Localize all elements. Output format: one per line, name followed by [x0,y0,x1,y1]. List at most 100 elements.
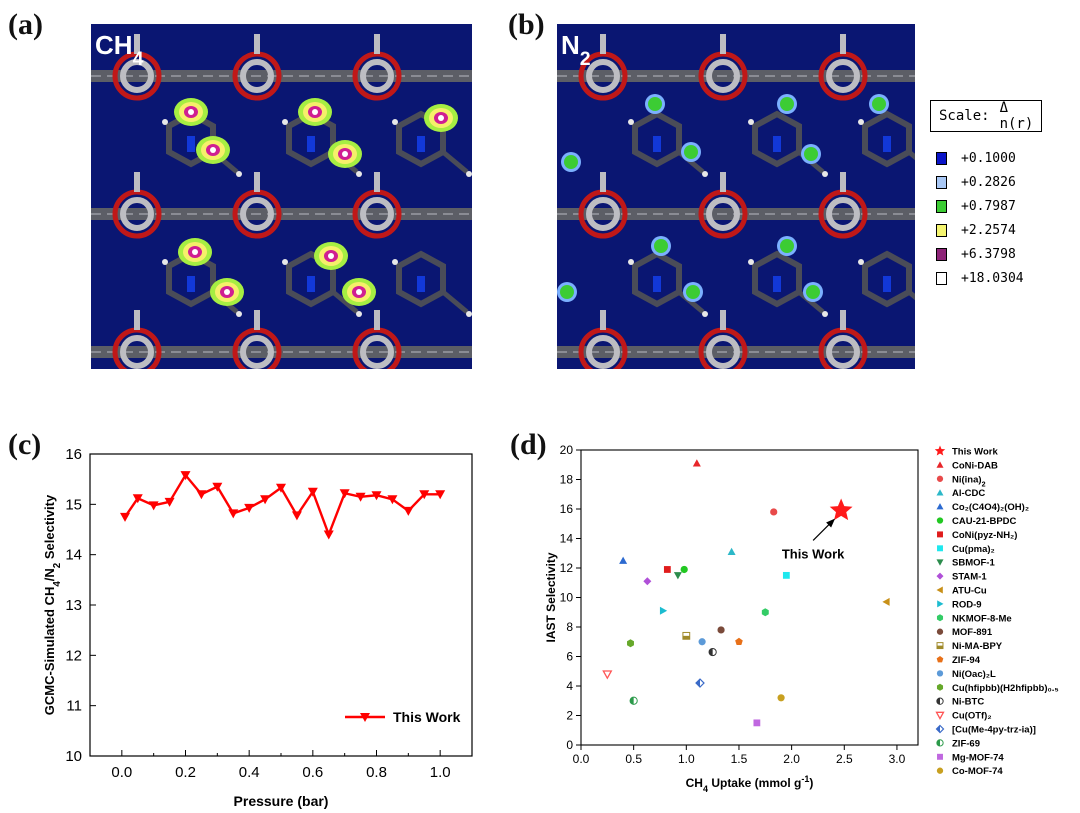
nitrogen-atom [883,136,891,152]
hydrogen-atom [702,171,708,177]
legend-label: MOF-891 [952,627,993,638]
nitrogen-atom [187,136,195,152]
data-point [673,572,682,580]
data-point [937,545,943,552]
data-point [627,639,634,648]
data-point [682,631,691,640]
vertical-linker [134,34,140,54]
data-point [260,495,271,505]
legend-label: Cu(OTf)₂ [952,711,992,722]
hydrogen-atom [236,171,242,177]
vertical-linker [840,34,846,54]
data-point [132,494,143,504]
data-point [276,483,286,493]
data-point [360,713,370,722]
data-point [727,547,736,555]
metal-node [360,197,394,231]
x-tick-label: 0.0 [111,764,132,781]
density-blob-peak [356,289,362,295]
data-point [936,628,944,635]
hydrogen-atom [858,259,864,265]
species-label: CH4 [95,30,144,70]
y-tick-label: 15 [65,496,82,513]
metal-node [120,197,154,231]
x-tick-label: 0.6 [302,764,323,781]
data-point [619,556,628,564]
hydrogen-atom [466,171,472,177]
scale-value: +0.1000 [961,150,1016,166]
vertical-linker [254,172,260,192]
density-blob-core [648,97,662,111]
marker-fill [709,648,713,656]
scale-swatch [936,223,947,237]
nitrogen-atom [307,276,315,292]
marker-fill [936,698,940,705]
metal-node [826,59,860,93]
data-point [753,719,761,727]
y-tick-label: 6 [566,650,573,664]
data-point [307,487,318,497]
hydrogen-atom [822,311,828,317]
y-axis-title: GCMC-Simulated CH4/N2 Selectivity [42,494,63,715]
nitrogen-atom [307,136,315,152]
scale-value: +2.2574 [961,222,1016,238]
aromatic-linker [752,110,802,168]
scale-entries: +0.1000 +0.2826 +0.7987 +2.2574 +6.3798 +18.0… [930,146,1042,290]
data-point [717,626,725,634]
data-point [602,670,613,680]
data-point [228,509,239,519]
scale-header: Scale: Δ n(r) [930,100,1042,132]
data-point [680,565,688,574]
data-point [936,503,944,510]
hydrogen-atom [466,311,472,317]
data-point [935,711,945,720]
metal-node [360,335,394,369]
legend-label: STAM-1 [952,572,987,583]
vertical-linker [720,310,726,330]
hydrogen-atom [392,259,398,265]
marker-fill [937,645,943,649]
data-point [120,512,131,522]
hydrogen-atom [822,171,828,177]
scale-symbol: Δ n(r) [999,100,1034,132]
vertical-linker [720,34,726,54]
legend-label: Ni(ina)2 [952,474,986,488]
data-point [936,475,944,482]
data-point [698,638,706,646]
data-point [936,683,944,691]
density-blob-core [806,285,820,299]
scale-swatch [936,247,947,261]
vertical-linker [600,34,606,54]
vertical-linker [600,172,606,192]
density-blob-peak [312,109,318,115]
linker-arm [331,290,359,314]
metal-node [240,335,274,369]
density-blob-core [686,285,700,299]
y-tick-label: 0 [566,738,573,752]
data-point [196,490,207,500]
metal-node [586,59,620,93]
linker-arm [677,290,705,314]
density-blob-core [872,97,886,111]
data-point [936,656,944,663]
iast-scatter-chart: 0 2 4 6 8 10 12 14 16 18 20 0.0 0.5 1.0 1.5 2.0 2.5 3.0 CH… [544,443,1059,794]
data-point [148,501,159,511]
data-point [936,517,944,524]
aromatic-linker [632,110,682,168]
scale-swatch [936,271,947,285]
metal-node [120,59,154,93]
linker-arm [441,150,469,174]
x-tick-label: 0.5 [625,752,642,766]
legend-label: SBMOF-1 [952,558,995,569]
data-point [761,608,769,617]
x-tick-label: 0.4 [239,764,260,781]
aromatic-linker [632,250,682,308]
data-point [882,597,890,606]
y-tick-label: 14 [65,547,82,564]
legend-label: NKMOF-8-Me [952,613,1012,624]
data-point [937,531,943,538]
data-point [212,482,223,492]
legend-label: Cu(pma)₂ [952,544,995,555]
density-blob-peak [438,115,444,121]
data-point [936,642,944,650]
